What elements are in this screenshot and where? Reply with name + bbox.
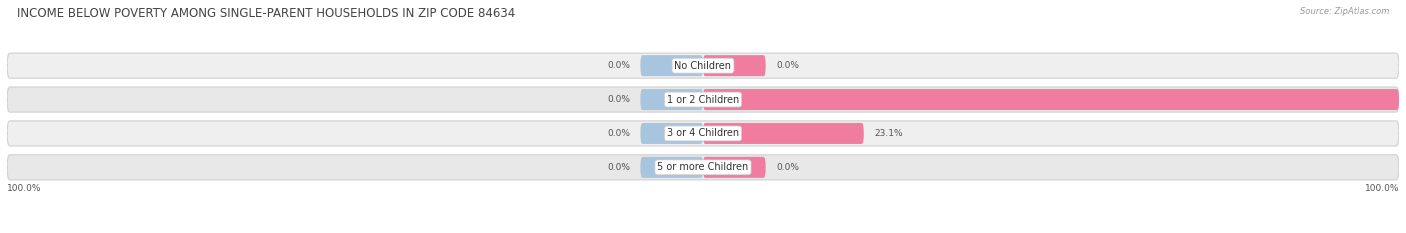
FancyBboxPatch shape	[7, 155, 1399, 180]
FancyBboxPatch shape	[640, 157, 703, 178]
FancyBboxPatch shape	[640, 55, 703, 76]
Text: 3 or 4 Children: 3 or 4 Children	[666, 128, 740, 138]
Text: 0.0%: 0.0%	[776, 61, 799, 70]
Text: 0.0%: 0.0%	[607, 163, 630, 172]
Text: No Children: No Children	[675, 61, 731, 71]
Text: 1 or 2 Children: 1 or 2 Children	[666, 95, 740, 105]
FancyBboxPatch shape	[7, 121, 1399, 146]
FancyBboxPatch shape	[640, 123, 703, 144]
Text: 0.0%: 0.0%	[607, 61, 630, 70]
Text: 100.0%: 100.0%	[7, 184, 42, 193]
Text: 0.0%: 0.0%	[776, 163, 799, 172]
FancyBboxPatch shape	[703, 157, 766, 178]
FancyBboxPatch shape	[703, 123, 863, 144]
Text: 100.0%: 100.0%	[1364, 184, 1399, 193]
FancyBboxPatch shape	[703, 89, 1399, 110]
FancyBboxPatch shape	[7, 53, 1399, 78]
Text: 5 or more Children: 5 or more Children	[658, 162, 748, 172]
Text: Source: ZipAtlas.com: Source: ZipAtlas.com	[1299, 7, 1389, 16]
FancyBboxPatch shape	[640, 89, 703, 110]
FancyBboxPatch shape	[7, 87, 1399, 112]
Text: 0.0%: 0.0%	[607, 129, 630, 138]
Text: 0.0%: 0.0%	[607, 95, 630, 104]
Text: INCOME BELOW POVERTY AMONG SINGLE-PARENT HOUSEHOLDS IN ZIP CODE 84634: INCOME BELOW POVERTY AMONG SINGLE-PARENT…	[17, 7, 515, 20]
Text: 23.1%: 23.1%	[875, 129, 903, 138]
FancyBboxPatch shape	[703, 55, 766, 76]
